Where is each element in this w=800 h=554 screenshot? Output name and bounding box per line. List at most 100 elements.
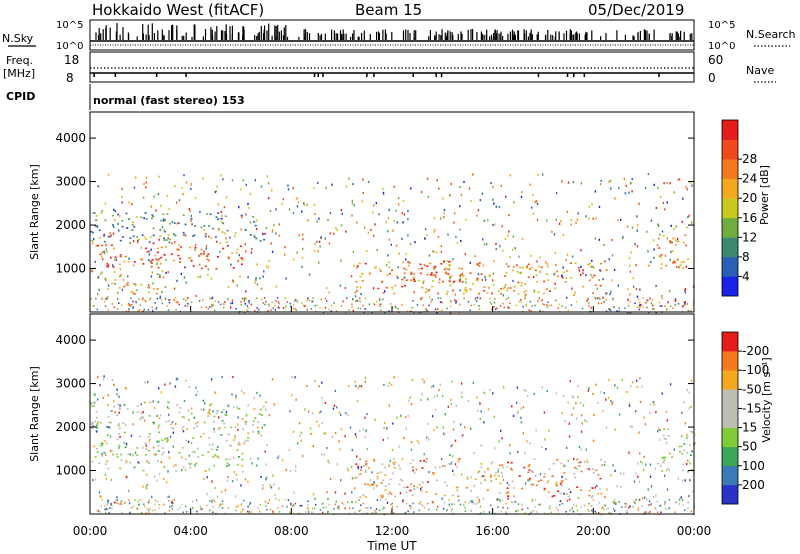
- range-gate-cell: [98, 462, 101, 464]
- range-gate-cell: [576, 218, 579, 221]
- range-gate-cell: [294, 300, 296, 302]
- range-gate-cell: [362, 178, 364, 181]
- range-gate-cell: [673, 191, 675, 194]
- range-gate-cell: [407, 261, 410, 263]
- range-gate-cell: [292, 307, 295, 310]
- range-gate-cell: [452, 281, 455, 284]
- range-gate-cell: [548, 305, 550, 307]
- range-gate-cell: [360, 509, 362, 511]
- noise-bar: [222, 30, 224, 40]
- range-gate-cell: [385, 287, 388, 289]
- range-gate-cell: [521, 508, 523, 511]
- range-gate-cell: [201, 507, 203, 510]
- range-gate-cell: [366, 249, 368, 253]
- range-gate-cell: [551, 495, 554, 498]
- range-gate-cell: [579, 461, 582, 464]
- range-gate-cell: [140, 259, 143, 261]
- range-gate-cell: [190, 187, 192, 191]
- range-gate-cell: [200, 248, 203, 251]
- range-gate-cell: [526, 440, 528, 443]
- range-gate-cell: [637, 306, 639, 308]
- colorbar-tick-label: 16: [742, 211, 757, 225]
- range-gate-cell: [635, 472, 637, 475]
- range-gate-cell: [173, 298, 175, 301]
- range-gate-cell: [512, 265, 515, 269]
- range-gate-cell: [375, 511, 377, 514]
- range-gate-cell: [119, 275, 121, 278]
- range-gate-cell: [120, 501, 122, 503]
- range-gate-cell: [220, 217, 223, 220]
- range-gate-cell: [191, 507, 194, 509]
- range-gate-cell: [441, 465, 444, 467]
- range-gate-cell: [129, 453, 131, 456]
- range-gate-cell: [657, 430, 659, 433]
- range-gate-cell: [313, 203, 316, 206]
- range-gate-cell: [459, 423, 462, 426]
- range-gate-cell: [543, 476, 546, 478]
- range-gate-cell: [184, 223, 187, 226]
- noise-bar: [298, 36, 300, 40]
- range-gate-cell: [135, 300, 137, 303]
- range-gate-cell: [224, 301, 226, 303]
- range-gate-cell: [354, 433, 357, 436]
- range-gate-cell: [535, 484, 538, 487]
- range-gate-cell: [576, 486, 579, 488]
- range-gate-cell: [96, 423, 99, 425]
- range-gate-cell: [497, 506, 499, 508]
- noise-bar: [671, 36, 673, 40]
- range-gate-cell: [661, 392, 663, 395]
- range-gate-cell: [543, 303, 545, 306]
- range-gate-cell: [270, 508, 272, 511]
- range-gate-cell: [169, 506, 171, 508]
- range-gate-cell: [666, 488, 669, 491]
- range-gate-cell: [102, 378, 105, 381]
- range-gate-cell: [168, 451, 170, 454]
- range-gate-cell: [603, 461, 606, 463]
- range-gate-cell: [292, 504, 295, 506]
- y-tick-label: 1000: [55, 262, 86, 276]
- range-gate-cell: [198, 263, 201, 266]
- range-gate-cell: [465, 291, 468, 293]
- freq-series: [90, 67, 694, 77]
- range-gate-cell: [681, 411, 683, 414]
- range-gate-cell: [185, 505, 187, 508]
- range-gate-cell: [388, 404, 390, 407]
- range-gate-cell: [650, 485, 653, 488]
- noise-bar: [648, 33, 650, 40]
- range-gate-cell: [236, 251, 238, 255]
- range-gate-cell: [163, 253, 166, 256]
- range-gate-cell: [449, 284, 452, 287]
- range-gate-cell: [522, 406, 525, 409]
- range-gate-cell: [92, 478, 94, 482]
- noise-right-tick-top: 10^5: [708, 20, 735, 31]
- range-gate-cell: [373, 204, 375, 207]
- noise-bar: [109, 27, 111, 40]
- range-gate-cell: [364, 436, 366, 439]
- range-gate-cell: [128, 304, 130, 306]
- range-gate-cell: [645, 302, 647, 304]
- range-gate-cell: [360, 466, 363, 469]
- y-tick-label: 4000: [55, 131, 86, 145]
- range-gate-cell: [587, 298, 589, 300]
- range-gate-cell: [115, 258, 118, 261]
- range-gate-cell: [243, 297, 245, 300]
- colorbar-tick-label: -200: [742, 344, 769, 358]
- range-gate-cell: [241, 458, 244, 461]
- range-gate-cell: [278, 487, 280, 490]
- range-gate-cell: [154, 254, 156, 257]
- range-gate-cell: [223, 206, 226, 209]
- range-gate-cell: [447, 273, 450, 275]
- range-gate-cell: [168, 208, 170, 211]
- range-gate-cell: [636, 385, 639, 388]
- range-gate-cell: [107, 394, 109, 397]
- range-gate-cell: [590, 496, 593, 498]
- range-gate-cell: [495, 248, 497, 251]
- range-gate-cell: [613, 508, 615, 510]
- range-gate-cell: [214, 486, 216, 489]
- range-gate-cell: [520, 301, 522, 303]
- range-gate-cell: [357, 386, 359, 389]
- range-gate-cell: [479, 297, 482, 300]
- range-gate-cell: [433, 268, 436, 270]
- range-gate-cell: [580, 265, 582, 268]
- range-gate-cell: [176, 222, 178, 225]
